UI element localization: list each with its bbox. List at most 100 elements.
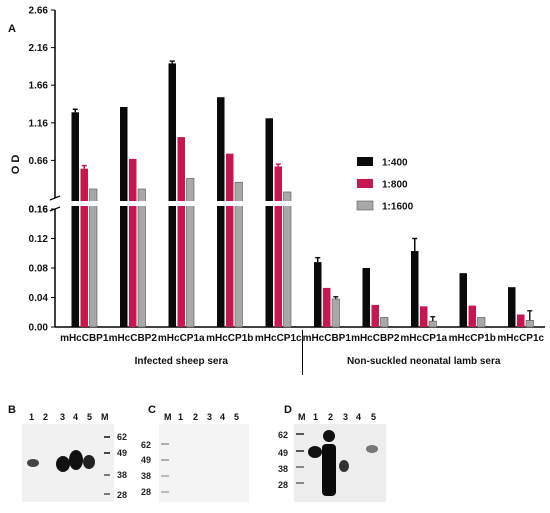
bar-1-1600 bbox=[428, 320, 437, 328]
category-label: mHcCP1a bbox=[400, 333, 447, 344]
panel-b-label: B bbox=[8, 404, 16, 416]
blot-d-lane: 3 bbox=[343, 412, 349, 422]
axis-break-gap bbox=[49, 201, 545, 206]
legend-label: 1:800 bbox=[382, 180, 408, 191]
bar-1-1600 bbox=[477, 317, 486, 328]
category-label: mHcCBP2 bbox=[351, 333, 400, 344]
blot-b-marker: 62 bbox=[117, 432, 128, 442]
bar-1-400 bbox=[362, 268, 370, 327]
y-tick-label: 0.08 bbox=[29, 264, 49, 275]
bar-1-800 bbox=[177, 137, 185, 327]
blot-b-lane: 5 bbox=[87, 412, 93, 422]
blot-d-image bbox=[294, 424, 386, 502]
y-tick-label: 2.16 bbox=[29, 43, 49, 54]
od-bar-chart: A 0.16 0.66 1.16 1.66 2.16 2.66 0.00 0.04 0.08 0.1… bbox=[8, 6, 545, 375]
bar-1-800 bbox=[80, 168, 88, 327]
blot-d-lane: M bbox=[298, 412, 306, 422]
y-tick-label: 0.00 bbox=[29, 323, 49, 334]
panel-c-label: C bbox=[148, 404, 156, 416]
legend-swatch bbox=[356, 200, 374, 211]
bar-1-400 bbox=[265, 118, 273, 328]
blot-b-lane: 3 bbox=[60, 412, 66, 422]
bar-1-800 bbox=[420, 306, 428, 327]
bar-1-400 bbox=[71, 112, 79, 327]
y-axis-title: O D bbox=[10, 155, 22, 175]
bar-1-1600 bbox=[380, 317, 389, 328]
axis-break-mark bbox=[49, 195, 61, 201]
bar-1-400 bbox=[217, 97, 225, 328]
blot-c-lane: M bbox=[164, 412, 172, 422]
y-tick-label: 1.16 bbox=[29, 118, 49, 129]
legend-label: 1:1600 bbox=[382, 202, 414, 213]
y-tick-label: 0.16 bbox=[29, 205, 49, 216]
blot-b-lane: 2 bbox=[43, 412, 49, 422]
legend-swatch bbox=[357, 157, 373, 166]
blot-b-lane: 1 bbox=[29, 412, 35, 422]
bar-1-800 bbox=[129, 158, 137, 327]
panel-d-label: D bbox=[284, 404, 292, 416]
bar-1-1600 bbox=[186, 178, 195, 328]
blot-d-marker: 28 bbox=[278, 480, 289, 490]
blot-c-lane: 3 bbox=[207, 412, 213, 422]
blot-b-marker: 49 bbox=[117, 448, 128, 458]
bar-1-400 bbox=[459, 273, 467, 327]
bar-1-400 bbox=[508, 287, 516, 327]
blot-d-band bbox=[322, 444, 336, 496]
category-label: mHcCP1c bbox=[497, 333, 544, 344]
blot-c-lane: 5 bbox=[234, 412, 240, 422]
blot-d-lane: 1 bbox=[313, 412, 319, 422]
blot-d-band bbox=[366, 445, 378, 453]
bar-1-400 bbox=[314, 262, 322, 327]
category-label: mHcCP1b bbox=[449, 333, 496, 344]
blot-d-marker: 49 bbox=[278, 448, 289, 458]
y-tick-label: 0.12 bbox=[29, 234, 49, 245]
blot-c-marker: 62 bbox=[141, 440, 152, 450]
legend-swatch bbox=[357, 179, 373, 188]
panel-a-label: A bbox=[8, 23, 16, 35]
bar-1-800 bbox=[371, 304, 379, 327]
blot-d-band bbox=[339, 460, 349, 472]
bar-1-1600 bbox=[331, 298, 340, 328]
blot-c-lane: 4 bbox=[220, 412, 226, 422]
y-tick-label: 0.16 bbox=[29, 205, 49, 216]
blot-c-lane: 1 bbox=[178, 412, 184, 422]
category-label: mHcCBP1 bbox=[60, 333, 109, 344]
blot-b-band bbox=[56, 456, 70, 472]
blot-b-image bbox=[22, 424, 114, 502]
axis-break-mark bbox=[49, 206, 61, 212]
blot-d-marker: 62 bbox=[278, 430, 289, 440]
blot-b-marker: 38 bbox=[117, 470, 128, 480]
blot-b-band bbox=[27, 459, 39, 467]
blot-d-lane: 4 bbox=[356, 412, 362, 422]
group-label: Infected sheep sera bbox=[135, 356, 229, 367]
bar-1-800 bbox=[226, 153, 234, 327]
blot-d-band bbox=[323, 430, 335, 442]
category-label: mHcCP1b bbox=[206, 333, 253, 344]
group-label: Non-suckled neonatal lamb sera bbox=[347, 356, 501, 367]
bar-1-1600 bbox=[283, 191, 292, 328]
blot-d-band bbox=[308, 446, 322, 458]
blot-d-marker: 38 bbox=[278, 464, 289, 474]
category-label: mHcCBP2 bbox=[109, 333, 158, 344]
blot-c-lane: 2 bbox=[193, 412, 199, 422]
bar-1-1600 bbox=[137, 188, 146, 328]
bar-1-800 bbox=[323, 287, 331, 327]
category-label: mHcCP1a bbox=[158, 333, 205, 344]
bar-1-800 bbox=[274, 166, 282, 327]
blot-b-lane: 4 bbox=[73, 412, 79, 422]
blot-c-marker: 28 bbox=[141, 487, 152, 497]
y-tick-label: 0.04 bbox=[29, 293, 49, 304]
blot-b-marker: 28 bbox=[117, 490, 128, 500]
y-tick-label: 1.66 bbox=[29, 81, 49, 92]
legend-label: 1:400 bbox=[382, 158, 408, 169]
blot-c-marker: 38 bbox=[141, 471, 152, 481]
category-label: mHcCP1c bbox=[255, 333, 302, 344]
y-tick-label: 2.66 bbox=[29, 6, 49, 17]
bar-1-1600 bbox=[89, 188, 98, 328]
bar-1-400 bbox=[411, 251, 419, 327]
bar-1-400 bbox=[120, 107, 128, 328]
blot-b-lane: M bbox=[101, 412, 109, 422]
blot-d-lane: 2 bbox=[328, 412, 334, 422]
blot-b-band bbox=[69, 450, 83, 470]
bar-1-400 bbox=[168, 63, 176, 327]
